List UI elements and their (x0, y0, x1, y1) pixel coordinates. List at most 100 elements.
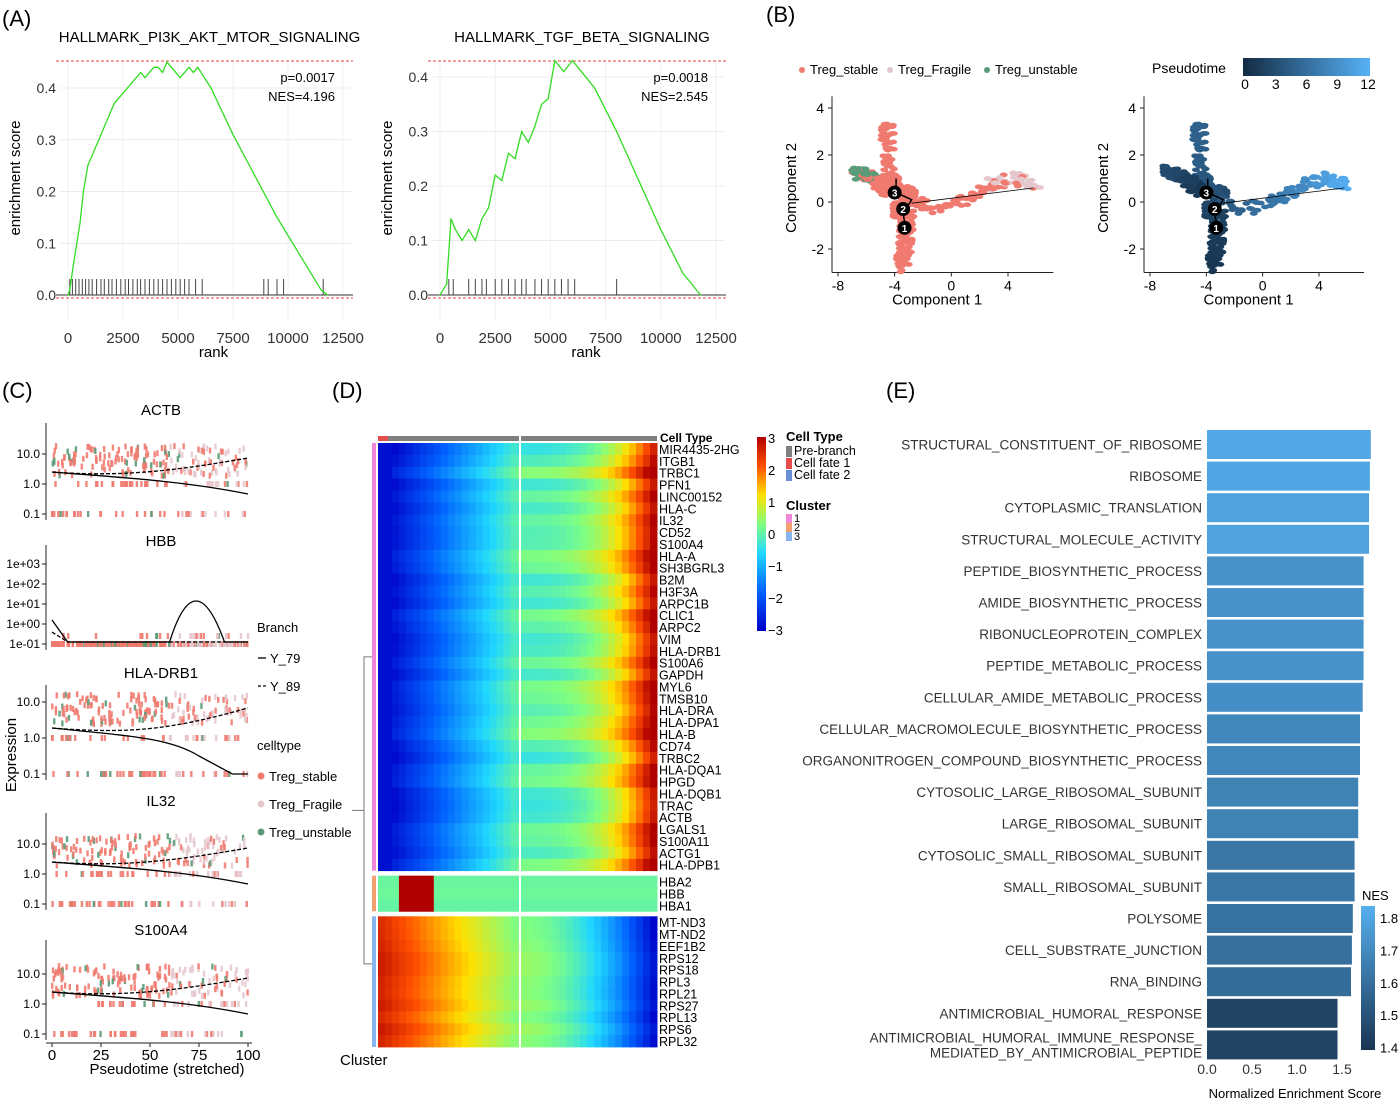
cell-point (51, 641, 54, 647)
heatmap-cell (601, 716, 609, 729)
cell-point (228, 771, 231, 777)
cell-point (153, 855, 157, 862)
heatmap-cell (566, 621, 574, 634)
y-tick-label: 1e+03 (6, 557, 40, 571)
heatmap-cell (454, 951, 463, 965)
cell-point (193, 841, 196, 848)
heatmap-cell (412, 799, 421, 812)
bar-category-label: CELLULAR_MACROMOLECULE_BIOSYNTHETIC_PROC… (819, 722, 1202, 737)
heatmap-cell (461, 443, 470, 456)
heatmap-cell (496, 633, 505, 646)
heatmap-cell (378, 999, 386, 1012)
legend-swatch (786, 532, 792, 541)
heatmap-cell (615, 858, 623, 872)
cell-point (151, 641, 154, 647)
heatmap-cell (622, 846, 630, 860)
x-tick-label: 0 (1259, 278, 1267, 294)
heatmap-cell (524, 549, 532, 563)
heatmap-cell (538, 1023, 546, 1036)
heatmap-cell (538, 975, 546, 988)
heatmap-cell (622, 704, 630, 717)
heatmap-cell (580, 811, 588, 824)
heatmap-cell (378, 668, 386, 681)
heatmap-cell (587, 1023, 595, 1036)
heatmap-cell (412, 490, 421, 503)
cell-point (118, 1001, 121, 1007)
heatmap-cell (412, 633, 421, 646)
cell-point (130, 984, 133, 991)
heatmap-cell (650, 975, 658, 988)
cell-point (109, 1001, 112, 1007)
cell-point (61, 974, 65, 981)
heatmap-cell (433, 502, 442, 515)
cell-point (161, 849, 165, 856)
heatmap-cell (538, 951, 546, 965)
heatmap-cell (440, 751, 449, 765)
heatmap-cell (629, 775, 637, 788)
heatmap-cell (650, 609, 658, 622)
cell-point (168, 982, 171, 989)
heatmap-cell (398, 478, 407, 491)
cell-point (140, 641, 143, 647)
cell-point (91, 641, 95, 647)
heatmap-cell (559, 514, 567, 527)
cell-point (153, 697, 157, 704)
cell-point (169, 871, 172, 877)
heatmap-cell (454, 549, 463, 563)
cell-point (152, 771, 155, 777)
heatmap-cell (517, 1023, 525, 1036)
heatmap-cell (594, 633, 602, 646)
heatmap-cell (580, 561, 588, 575)
heatmap-cell (510, 823, 518, 836)
heatmap-cell (580, 680, 588, 693)
heatmap-cell (615, 466, 623, 480)
heatmap-cell (615, 1023, 623, 1036)
heatmap-cell (608, 740, 616, 753)
cell-point (130, 1031, 133, 1037)
heatmap-cell (440, 478, 449, 491)
heatmap-cell (454, 585, 463, 598)
heatmap-cell (559, 680, 567, 693)
cell-point (186, 705, 189, 712)
heatmap-cell (573, 538, 581, 551)
cell-point (157, 834, 161, 841)
heatmap-cell (629, 987, 637, 1000)
heatmap-cell (580, 740, 588, 753)
heatmap-cell (391, 787, 400, 800)
heatmap-cell (503, 740, 512, 753)
cell-point (880, 167, 889, 173)
cell-point (86, 641, 89, 647)
heatmap-cell (594, 656, 602, 670)
heatmap-cell (608, 490, 616, 503)
cell-point (1012, 180, 1021, 186)
heatmap-cell (643, 835, 651, 848)
heatmap-cell (468, 478, 477, 491)
cell-point (199, 633, 202, 639)
cell-point (148, 992, 152, 999)
heatmap-cell (391, 466, 400, 480)
heatmap-cell (615, 763, 623, 777)
cell-point (244, 458, 247, 465)
bar-category-label: CYTOPLASMIC_TRANSLATION (1004, 501, 1202, 516)
cell-point (202, 771, 205, 777)
heatmap-cell (615, 963, 623, 977)
heatmap-cell (482, 609, 491, 622)
bar-category-label: ANTIMICROBIAL_HUMORAL_IMMUNE_RESPONSE_ (870, 1030, 1203, 1045)
cell-point (83, 702, 86, 709)
legend-title-branch: Branch (257, 620, 298, 635)
heatmap-cell (489, 728, 498, 741)
heatmap-cell (573, 916, 581, 929)
heatmap-cell (559, 951, 567, 965)
heatmap-cell (629, 538, 637, 551)
heatmap-cell (378, 538, 386, 551)
heatmap-cell (475, 561, 484, 575)
heatmap-cell (566, 502, 574, 515)
heatmap-cell (398, 443, 407, 456)
cell-point (200, 847, 204, 854)
heatmap-cell (531, 799, 539, 812)
cell-point (202, 443, 206, 450)
cell-point (185, 848, 189, 855)
heatmap-cell (412, 668, 421, 681)
heatmap-cell (566, 751, 574, 765)
cell-point (182, 771, 185, 777)
